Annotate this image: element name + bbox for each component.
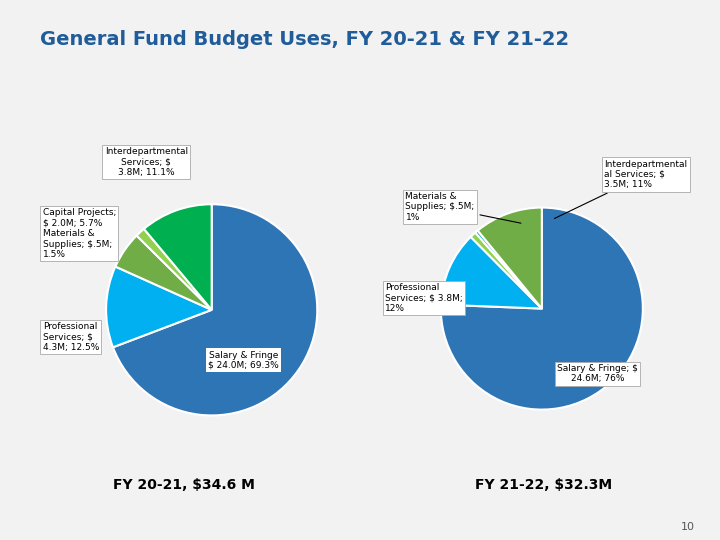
Text: Salary & Fringe
$ 24.0M; 69.3%: Salary & Fringe $ 24.0M; 69.3% xyxy=(208,350,279,370)
Wedge shape xyxy=(144,204,212,310)
Text: FY 21-22, $32.3M: FY 21-22, $32.3M xyxy=(475,478,612,492)
Text: Salary & Fringe; $
24.6M; 76%: Salary & Fringe; $ 24.6M; 76% xyxy=(557,364,638,383)
Text: Professional
Services; $ 3.8M;
12%: Professional Services; $ 3.8M; 12% xyxy=(385,283,463,313)
Text: Professional
Services; $
4.3M; 12.5%: Professional Services; $ 4.3M; 12.5% xyxy=(42,322,99,352)
Text: Materials &
Supplies; $.5M;
1%: Materials & Supplies; $.5M; 1% xyxy=(405,192,521,223)
Wedge shape xyxy=(137,229,212,310)
Wedge shape xyxy=(106,267,212,347)
Wedge shape xyxy=(115,235,212,310)
Wedge shape xyxy=(113,204,318,415)
Wedge shape xyxy=(475,231,542,308)
Wedge shape xyxy=(477,207,542,308)
Text: Capital Projects;
$ 2.0M; 5.7%
Materials &
Supplies; $.5M;
1.5%: Capital Projects; $ 2.0M; 5.7% Materials… xyxy=(42,208,116,259)
Wedge shape xyxy=(471,233,542,308)
Wedge shape xyxy=(441,207,643,410)
Text: Interdepartmental
al Services; $
3.5M; 11%: Interdepartmental al Services; $ 3.5M; 1… xyxy=(554,159,688,219)
Text: Interdepartmental
Services; $
3.8M; 11.1%: Interdepartmental Services; $ 3.8M; 11.1… xyxy=(104,147,188,177)
Wedge shape xyxy=(441,237,542,308)
Text: 10: 10 xyxy=(681,522,695,532)
Text: FY 20-21, $34.6 M: FY 20-21, $34.6 M xyxy=(112,478,255,492)
Text: General Fund Budget Uses, FY 20-21 & FY 21-22: General Fund Budget Uses, FY 20-21 & FY … xyxy=(40,30,569,49)
